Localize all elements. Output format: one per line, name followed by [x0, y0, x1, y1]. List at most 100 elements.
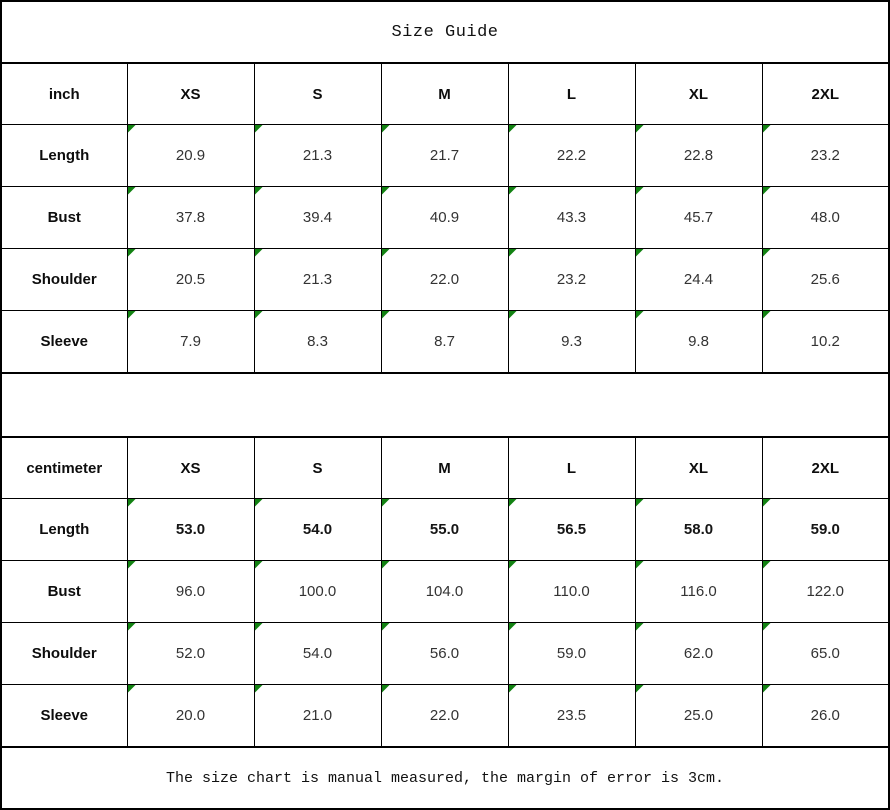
value-cell: 37.8	[126, 186, 255, 249]
flag-triangle-icon	[255, 187, 263, 195]
inch-header-row: inch XS S M L XL 2XL	[0, 62, 890, 125]
flag-triangle-icon	[382, 187, 390, 195]
cell-value: 10.2	[810, 332, 840, 350]
value-cell: 58.0	[634, 498, 763, 561]
size-header-cell: XL	[634, 436, 763, 499]
value-cell: 59.0	[761, 498, 890, 561]
measurement-row-length-cm: Length 53.0 54.0 55.0 56.5 58.0 59.0	[0, 498, 890, 561]
size-header-cell: XS	[126, 436, 255, 499]
value-cell: 96.0	[126, 560, 255, 623]
value-cell: 54.0	[253, 498, 382, 561]
flag-triangle-icon	[382, 685, 390, 693]
flag-triangle-icon	[763, 187, 771, 195]
flag-triangle-icon	[763, 249, 771, 257]
value-cell: 21.7	[380, 124, 509, 187]
cell-value: 22.8	[683, 146, 714, 164]
flag-triangle-icon	[763, 685, 771, 693]
value-cell: 39.4	[253, 186, 382, 249]
cell-value: 116.0	[680, 582, 717, 600]
value-cell: 10.2	[761, 310, 890, 374]
flag-triangle-icon	[509, 561, 517, 569]
flag-triangle-icon	[128, 623, 136, 631]
size-header-cell: M	[380, 62, 509, 125]
measurement-row-length-inch: Length 20.9 21.3 21.7 22.2 22.8 23.2	[0, 124, 890, 187]
cell-value: 20.5	[175, 270, 206, 288]
flag-triangle-icon	[255, 125, 263, 133]
flag-triangle-icon	[509, 311, 517, 319]
measurement-row-sleeve-inch: Sleeve 7.9 8.3 8.7 9.3 9.8 10.2	[0, 310, 890, 374]
row-label-cell: Bust	[0, 186, 128, 249]
value-cell: 65.0	[761, 622, 890, 685]
value-cell: 23.5	[507, 684, 636, 748]
measurement-row-bust-cm: Bust 96.0 100.0 104.0 110.0 116.0 122.0	[0, 560, 890, 623]
value-cell: 23.2	[761, 124, 890, 187]
cell-value: 23.2	[810, 146, 840, 164]
value-cell: 48.0	[761, 186, 890, 249]
flag-triangle-icon	[255, 685, 263, 693]
value-cell: 21.3	[253, 248, 382, 311]
cell-value: 48.0	[810, 208, 840, 226]
footnote-row: The size chart is manual measured, the m…	[0, 746, 890, 810]
cell-value: 22.0	[429, 706, 460, 724]
flag-triangle-icon	[128, 125, 136, 133]
flag-triangle-icon	[763, 125, 771, 133]
unit-label-cell-centimeter: centimeter	[0, 436, 128, 499]
row-label-cell: Sleeve	[0, 684, 128, 748]
flag-triangle-icon	[509, 499, 517, 507]
cell-value: 20.0	[175, 706, 206, 724]
footnote-text: The size chart is manual measured, the m…	[0, 746, 890, 810]
value-cell: 22.0	[380, 248, 509, 311]
flag-triangle-icon	[509, 685, 517, 693]
flag-triangle-icon	[509, 187, 517, 195]
cell-value: 21.7	[429, 146, 460, 164]
cell-value: 52.0	[175, 644, 206, 662]
cell-value: 58.0	[683, 520, 714, 538]
flag-triangle-icon	[255, 311, 263, 319]
cell-value: 122.0	[806, 582, 845, 600]
size-header-cell: L	[507, 436, 636, 499]
value-cell: 7.9	[126, 310, 255, 374]
value-cell: 52.0	[126, 622, 255, 685]
flag-triangle-icon	[636, 685, 644, 693]
title-row: Size Guide	[0, 0, 890, 64]
size-header-cell: L	[507, 62, 636, 125]
cell-value: 25.6	[810, 270, 840, 288]
value-cell: 56.5	[507, 498, 636, 561]
flag-triangle-icon	[382, 561, 390, 569]
flag-triangle-icon	[255, 561, 263, 569]
value-cell: 24.4	[634, 248, 763, 311]
row-label-cell: Bust	[0, 560, 128, 623]
page-title: Size Guide	[0, 0, 890, 64]
flag-triangle-icon	[255, 499, 263, 507]
value-cell: 122.0	[761, 560, 890, 623]
size-header-cell: XL	[634, 62, 763, 125]
measurement-row-bust-inch: Bust 37.8 39.4 40.9 43.3 45.7 48.0	[0, 186, 890, 249]
flag-triangle-icon	[382, 499, 390, 507]
value-cell: 21.0	[253, 684, 382, 748]
value-cell: 22.8	[634, 124, 763, 187]
cell-value: 23.5	[556, 706, 587, 724]
value-cell: 43.3	[507, 186, 636, 249]
centimeter-header-row: centimeter XS S M L XL 2XL	[0, 436, 890, 499]
flag-triangle-icon	[636, 311, 644, 319]
measurement-row-shoulder-cm: Shoulder 52.0 54.0 56.0 59.0 62.0 65.0	[0, 622, 890, 685]
size-header-cell: 2XL	[761, 62, 890, 125]
cell-value: 54.0	[302, 520, 333, 538]
cell-value: 62.0	[683, 644, 714, 662]
cell-value: 100.0	[298, 582, 337, 600]
cell-value: 43.3	[556, 208, 587, 226]
flag-triangle-icon	[509, 249, 517, 257]
flag-triangle-icon	[128, 499, 136, 507]
row-label-cell: Length	[0, 124, 128, 187]
cell-value: 56.0	[429, 644, 460, 662]
flag-triangle-icon	[128, 187, 136, 195]
row-label-cell: Length	[0, 498, 128, 561]
flag-triangle-icon	[636, 125, 644, 133]
cell-value: 8.3	[307, 332, 328, 350]
size-header-cell: XS	[126, 62, 255, 125]
cell-value: 9.3	[561, 332, 582, 350]
value-cell: 8.7	[380, 310, 509, 374]
value-cell: 23.2	[507, 248, 636, 311]
flag-triangle-icon	[636, 187, 644, 195]
